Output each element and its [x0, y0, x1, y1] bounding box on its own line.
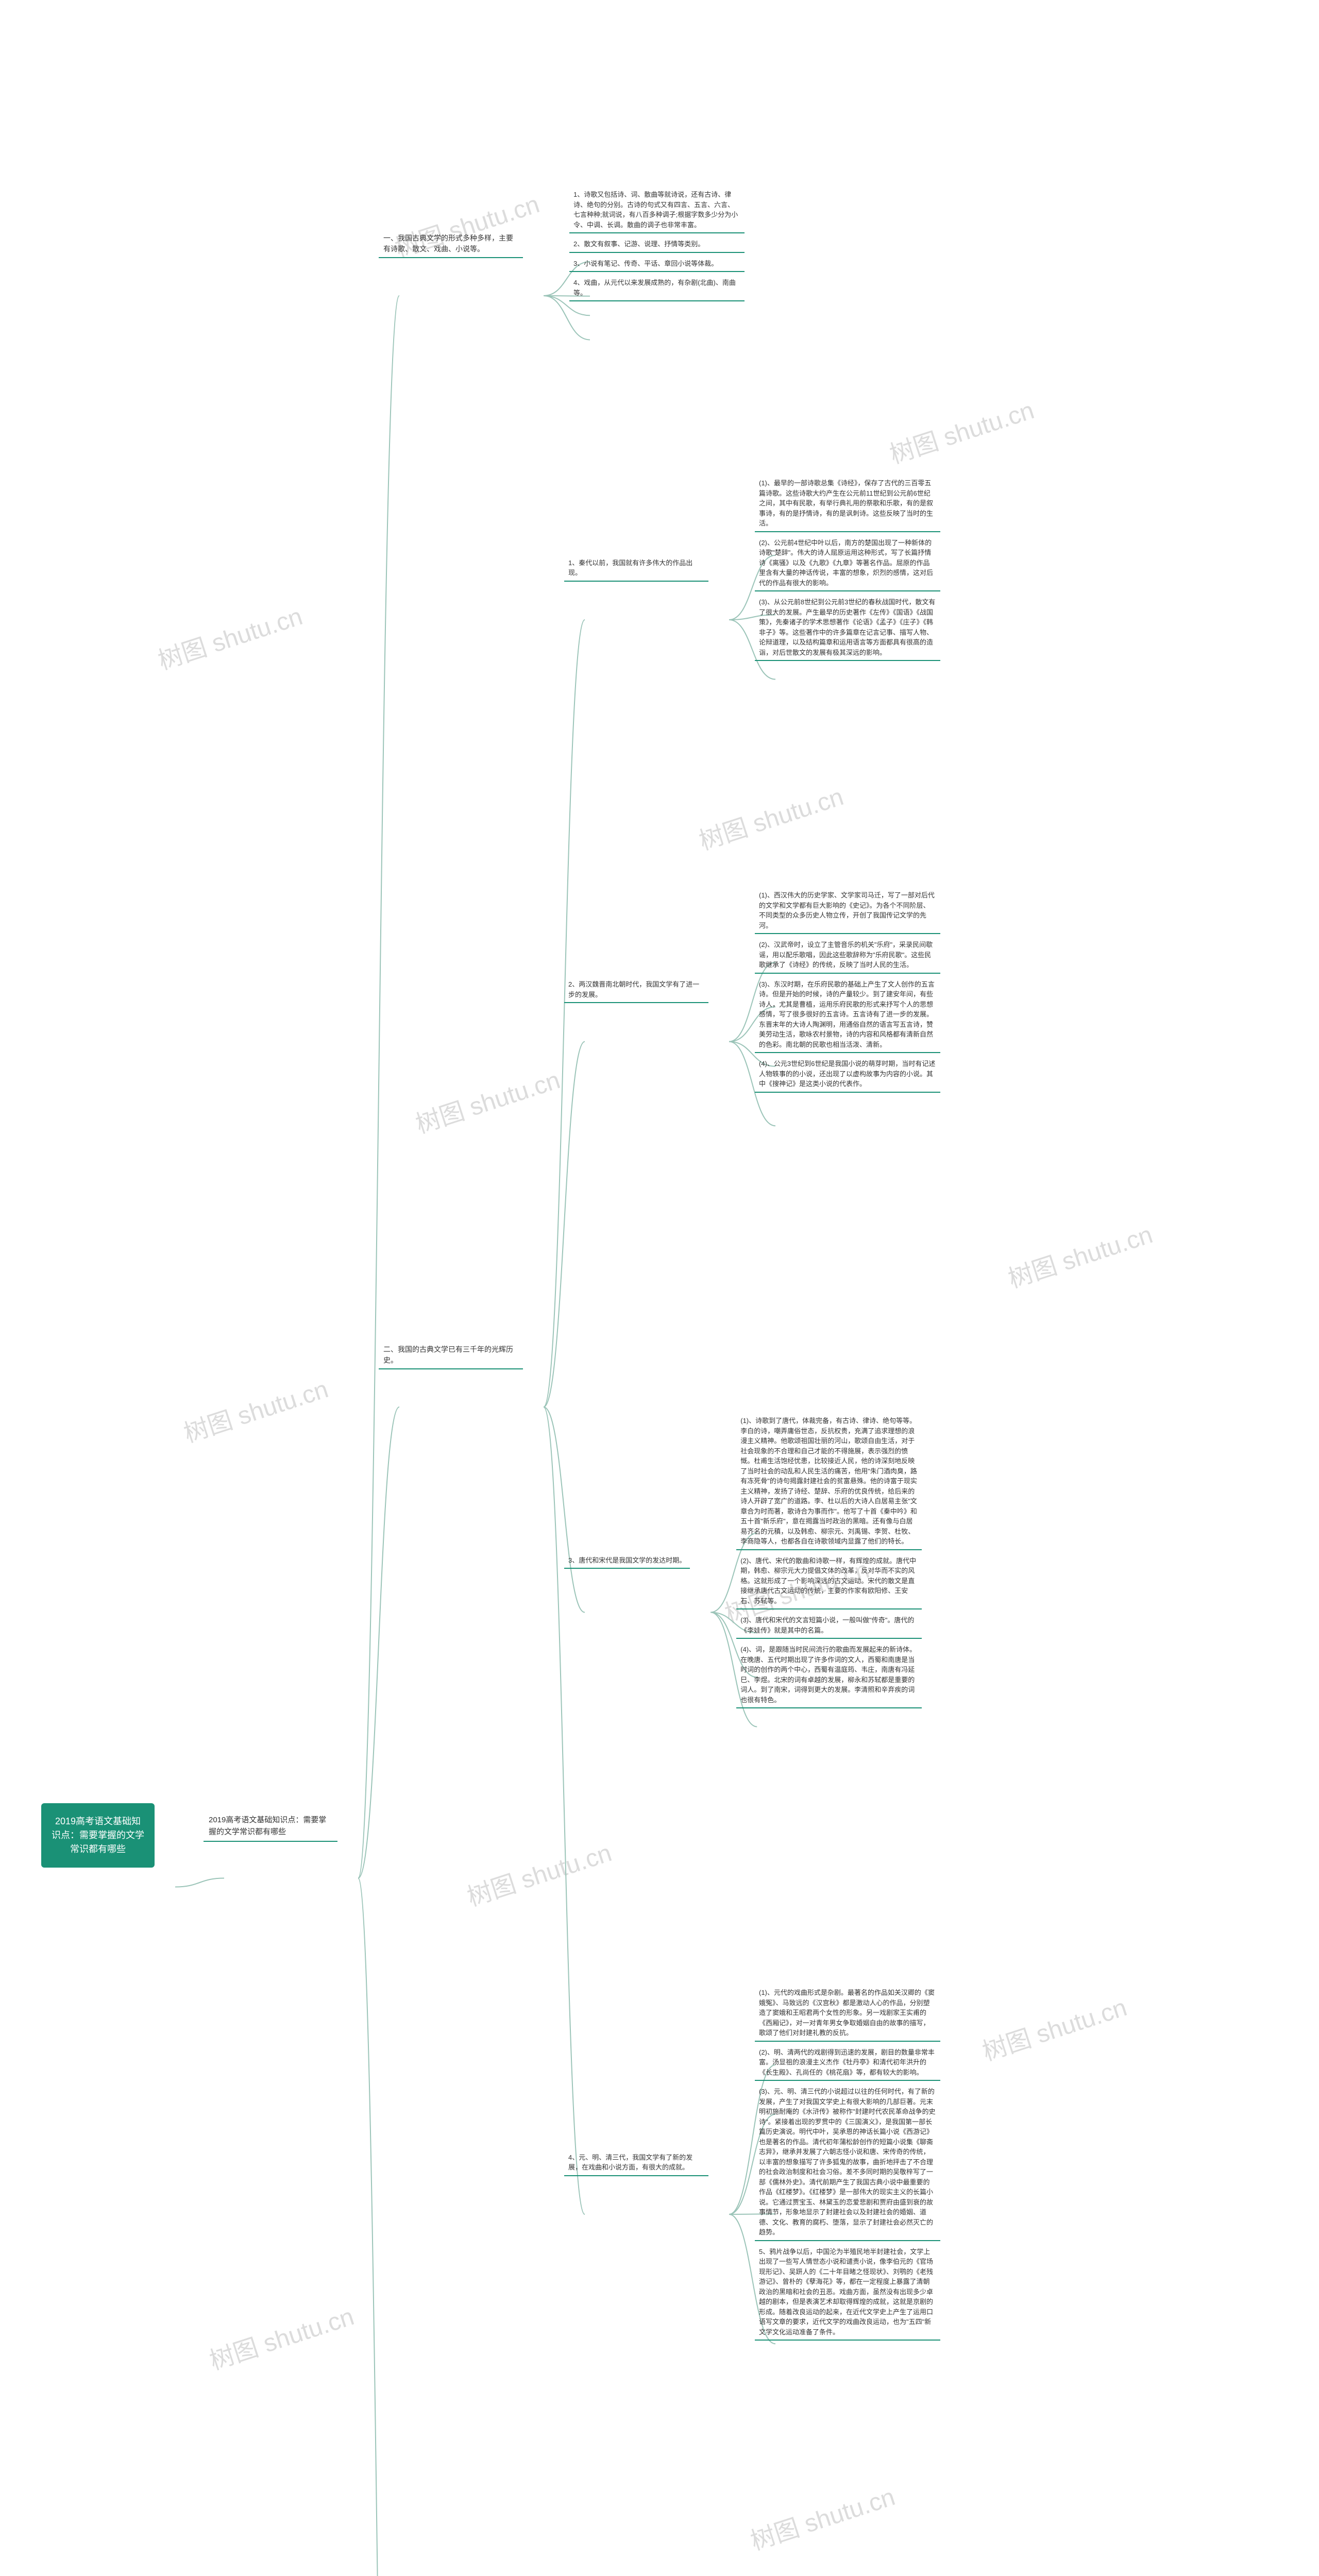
leaf-node: (3)、从公元前8世纪到公元前3世纪的春秋战国时代，散文有了很大的发展。产生最早…: [755, 595, 940, 661]
leaf-node: (1)、西汉伟大的历史学家、文学家司马迁，写了一部对后代的文学和文学都有巨大影响…: [755, 888, 940, 934]
leaf-node: (3)、元、明、清三代的小说超过以往的任何时代，有了新的发展，产生了对我国文学史…: [755, 2084, 940, 2241]
level1-label: 2019高考语文基础知识点：需要掌握的文学常识都有哪些: [204, 1811, 337, 1842]
leaf-node: 2、散文有叙事、记游、说理、抒情等类别。: [569, 236, 745, 253]
leaf-node: 3、小说有笔记、传奇、平话、章回小说等体裁。: [569, 256, 745, 273]
leaf-node: (2)、公元前4世纪中叶以后，南方的楚国出现了一种新体的诗歌"楚辞"。伟大的诗人…: [755, 535, 940, 592]
leaf-node: (4)、词，是跟随当时民间流行的歌曲而发展起来的新诗体。在晚唐、五代时期出现了许…: [736, 1642, 922, 1708]
leaf-node: (1)、最早的一部诗歌总集《诗经》，保存了古代的三百零五篇诗歌。这些诗歌大约产生…: [755, 476, 940, 532]
root-node: 2019高考语文基础知识点：需要掌握的文学常识都有哪些: [41, 1803, 155, 1868]
leaf-node: (2)、明、清两代的戏剧得到迅速的发展，剧目的数量非常丰富。汤显祖的浪漫主义杰作…: [755, 2045, 940, 2081]
branch-2-2: 2、两汉魏晋南北朝时代，我国文学有了进一步的发展。: [564, 977, 708, 1003]
leaf-node: (3)、东汉时期，在乐府民歌的基础上产生了文人创作的五言诗。但是开始的时候，诗的…: [755, 977, 940, 1054]
branch-2-3: 3、唐代和宋代是我国文学的发达时期。: [564, 1553, 690, 1569]
leaf-node: 4、戏曲，从元代以来发展成熟的，有杂剧(北曲)、南曲等。: [569, 275, 745, 301]
leaf-node: (2)、汉武帝时，设立了主管音乐的机关"乐府"，采录民间歇谣，用以配乐歌唱，因此…: [755, 937, 940, 974]
leaf-node: (2)、唐代、宋代的散曲和诗歌一样，有辉煌的成就。唐代中期，韩愈、柳宗元大力提倡…: [736, 1553, 922, 1610]
leaf-node: (1)、元代的戏曲形式是杂剧。最著名的作品如关汉卿的《窦娥冤》、马致远的《汉宫秋…: [755, 1985, 940, 2042]
leaf-node: (3)、唐代和宋代的文言短篇小说，一般叫做"传奇"。唐代的《李娃传》就是其中的名…: [736, 1613, 922, 1639]
leaf-node: (1)、诗歌到了唐代，体裁完备，有古诗、律诗、绝句等等。李白的诗，嘲弄庸俗世态，…: [736, 1413, 922, 1550]
leaf-node: 5、鸦片战争以后，中国沦为半殖民地半封建社会，文学上出现了一些写人情世态小说和谴…: [755, 2244, 940, 2341]
branch-2: 二、我国的古典文学已有三千年的光辉历史。: [379, 1342, 523, 1369]
branch-2-4: 4、元、明、清三代，我国文学有了新的发展，在戏曲和小说方面，有很大的成就。: [564, 2150, 708, 2176]
branch-2-1: 1、秦代以前，我国就有许多伟大的作品出现。: [564, 555, 708, 582]
leaf-node: 1、诗歌又包括诗、词、散曲等就诗说，还有古诗、律诗、绝句的分别。古诗的句式又有四…: [569, 187, 745, 233]
leaf-node: (4)、公元3世纪到6世纪是我国小说的萌芽时期，当时有记述人物轶事的的小说，还出…: [755, 1056, 940, 1093]
branch-1: 一、我国古典文学的形式多种多样，主要有诗歌、散文、戏曲、小说等。: [379, 230, 523, 258]
